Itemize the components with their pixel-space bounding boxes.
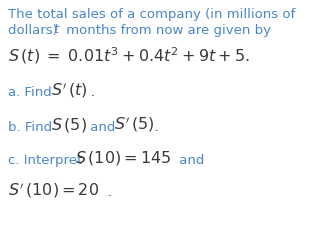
Text: .: . <box>108 185 112 198</box>
Text: .: . <box>152 120 159 133</box>
Text: months from now are given by: months from now are given by <box>62 24 271 37</box>
Text: $S\,(5)$: $S\,(5)$ <box>51 116 87 134</box>
Text: $S\,(t)\;=\;0.01t^3 + 0.4t^2 + 9t + 5.$: $S\,(t)\;=\;0.01t^3 + 0.4t^2 + 9t + 5.$ <box>8 46 250 66</box>
Text: .: . <box>91 86 95 99</box>
Text: c. Interpret: c. Interpret <box>8 153 86 166</box>
Text: dollars): dollars) <box>8 24 62 37</box>
Text: and: and <box>175 153 204 166</box>
Text: $S'\,(t)$: $S'\,(t)$ <box>51 80 88 99</box>
Text: b. Find: b. Find <box>8 120 56 133</box>
Text: $S'\,(5)$: $S'\,(5)$ <box>114 115 155 134</box>
Text: $S'\,(10) = 20$: $S'\,(10) = 20$ <box>8 180 99 200</box>
Text: a. Find: a. Find <box>8 86 56 99</box>
Text: $t$: $t$ <box>53 23 61 36</box>
Text: and: and <box>86 120 119 133</box>
Text: $S\,(10) = 145$: $S\,(10) = 145$ <box>75 149 171 167</box>
Text: The total sales of a company (in millions of: The total sales of a company (in million… <box>8 8 295 21</box>
